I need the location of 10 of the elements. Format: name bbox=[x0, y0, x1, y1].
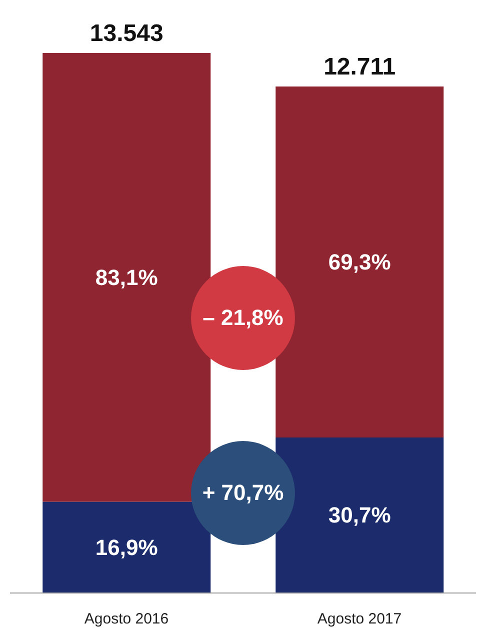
annotation: 30,7% bbox=[328, 502, 391, 528]
annotation: 69,3% bbox=[328, 249, 391, 274]
text: 13.543 bbox=[90, 20, 164, 47]
annotation: – 21,8% bbox=[202, 305, 284, 331]
x-tick-label: Agosto 2016 bbox=[84, 610, 169, 628]
x-tick-label: Agosto 2017 bbox=[317, 610, 402, 628]
annotation: 16,9% bbox=[95, 534, 158, 560]
annotation: 83,1% bbox=[95, 264, 158, 290]
annotation: 12.711 bbox=[324, 53, 396, 80]
annotation: + 70,7% bbox=[202, 480, 284, 506]
